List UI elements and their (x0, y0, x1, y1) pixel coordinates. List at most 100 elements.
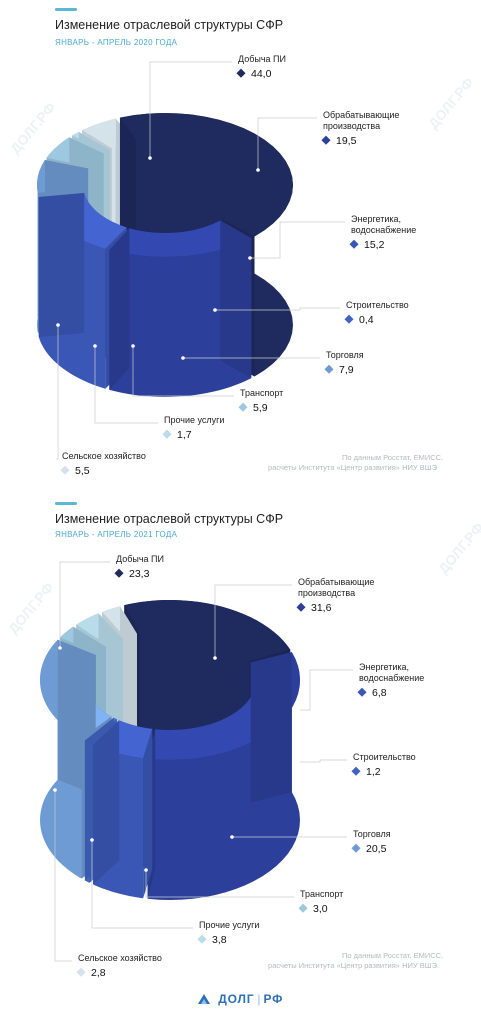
leader-dot (213, 308, 217, 312)
value-label: 19,5 (336, 135, 357, 147)
chart-panel-2020: Изменение отраслевой структуры СФР ЯНВАР… (0, 0, 481, 500)
logo-text-left: ДОЛГ (218, 991, 255, 1006)
value-label: 15,2 (364, 239, 385, 251)
source-line: По данным Росстат, ЕМИСС, (342, 453, 444, 462)
title-accent-bar (55, 8, 77, 11)
leader-dot (296, 708, 300, 712)
leader-line (91, 840, 193, 929)
legend-diamond-icon (351, 766, 361, 776)
segment-end-cap (220, 220, 252, 379)
leader-dot (230, 835, 234, 839)
category-label: Строительство (353, 752, 416, 762)
value-label: 1,2 (366, 766, 381, 778)
ring-segments (37, 113, 293, 397)
source-line: расчеты Института «Центр развития» НИУ В… (268, 463, 437, 472)
value-label: 20,5 (366, 843, 387, 855)
leader-line (56, 325, 59, 460)
legend-diamond-icon (238, 402, 248, 412)
category-label: Прочие услуги (199, 920, 259, 930)
leader-line (215, 307, 340, 311)
segment-end-cap (143, 728, 153, 899)
category-label: Энергетика, (359, 662, 409, 672)
legend-diamond-icon (298, 903, 308, 913)
legend-diamond-icon (324, 364, 334, 374)
source-note: По данным Росстат, ЕМИСС, расчеты Инстит… (268, 951, 468, 971)
leader-dot (90, 838, 94, 842)
leader-dot (144, 868, 148, 872)
segment-outer-wall (147, 652, 300, 900)
footer-logo: ДОЛГ | РФ (0, 990, 481, 1014)
leader-dot (56, 323, 60, 327)
value-label: 3,0 (313, 903, 328, 915)
legend-diamond-icon (344, 314, 354, 324)
category-label: Торговля (353, 829, 391, 839)
value-label: 0,4 (359, 314, 374, 326)
legend-diamond-icon (236, 68, 246, 78)
chart-subtitle: ЯНВАРЬ - АПРЕЛЬ 2020 ГОДА (55, 38, 178, 47)
ring-segments (40, 600, 300, 900)
segment-top-face (109, 220, 252, 257)
category-label: водоснабжение (359, 673, 424, 683)
chart-title: Изменение отраслевой структуры СФР (55, 512, 284, 526)
leader-dot (256, 168, 260, 172)
category-label: Транспорт (300, 889, 343, 899)
legend-diamond-icon (296, 602, 306, 612)
category-label: Сельское хозяйство (62, 451, 146, 461)
value-label: 44,0 (251, 68, 272, 80)
legend-diamond-icon (114, 568, 124, 578)
category-label: Обрабатывающие (323, 110, 399, 120)
category-label: Добыча ПИ (116, 554, 164, 564)
value-label: 6,8 (372, 687, 387, 699)
legend-diamond-icon (76, 967, 86, 977)
leader-line (132, 346, 234, 397)
category-label: Обрабатывающие (298, 577, 374, 587)
category-label: Добыча ПИ (238, 54, 286, 64)
segment-end-cap (93, 720, 120, 885)
value-label: 1,7 (177, 429, 192, 441)
leader-line (145, 870, 294, 898)
value-label: 3,8 (212, 934, 227, 946)
legend-diamond-icon (197, 934, 207, 944)
leader-dot (53, 788, 57, 792)
category-label: Энергетика, (351, 214, 401, 224)
logo-separator: | (257, 991, 261, 1006)
segment-end-cap (250, 652, 292, 803)
legend-diamond-icon (321, 135, 331, 145)
title-accent-bar (55, 502, 77, 505)
segment-end-cap (38, 192, 85, 337)
legend-diamond-icon (357, 687, 367, 697)
chart-subtitle: ЯНВАРЬ - АПРЕЛЬ 2021 ГОДА (55, 530, 178, 539)
leader-line (298, 759, 347, 763)
segment-end-cap (109, 228, 130, 390)
value-label: 31,6 (311, 602, 332, 614)
category-label: производства (323, 121, 380, 131)
leader-line (94, 346, 158, 424)
leader-line (214, 584, 292, 658)
source-line: По данным Росстат, ЕМИСС, (342, 951, 444, 960)
legend-diamond-icon (60, 465, 70, 475)
category-label: водоснабжение (351, 225, 416, 235)
leader-dot (93, 344, 97, 348)
category-label: Торговля (326, 350, 364, 360)
leader-line (298, 669, 353, 711)
source-line: расчеты Института «Центр развития» НИУ В… (268, 961, 440, 970)
value-label: 5,9 (253, 402, 268, 414)
legend-diamond-icon (162, 429, 172, 439)
value-label: 23,3 (129, 568, 150, 580)
legend-diamond-icon (349, 239, 359, 249)
leader-dot (248, 256, 252, 260)
category-label: производства (298, 588, 355, 598)
logo-text-right: РФ (263, 991, 284, 1006)
legend-diamond-icon (351, 843, 361, 853)
chart-title: Изменение отраслевой структуры СФР (55, 18, 284, 32)
chart-panel-2021: Изменение отраслевой структуры СФР ЯНВАР… (0, 500, 481, 980)
category-label: Строительство (346, 300, 409, 310)
leader-line (59, 561, 110, 648)
leader-line (257, 117, 317, 170)
value-label: 7,9 (339, 364, 354, 376)
value-label: 2,8 (91, 967, 106, 979)
